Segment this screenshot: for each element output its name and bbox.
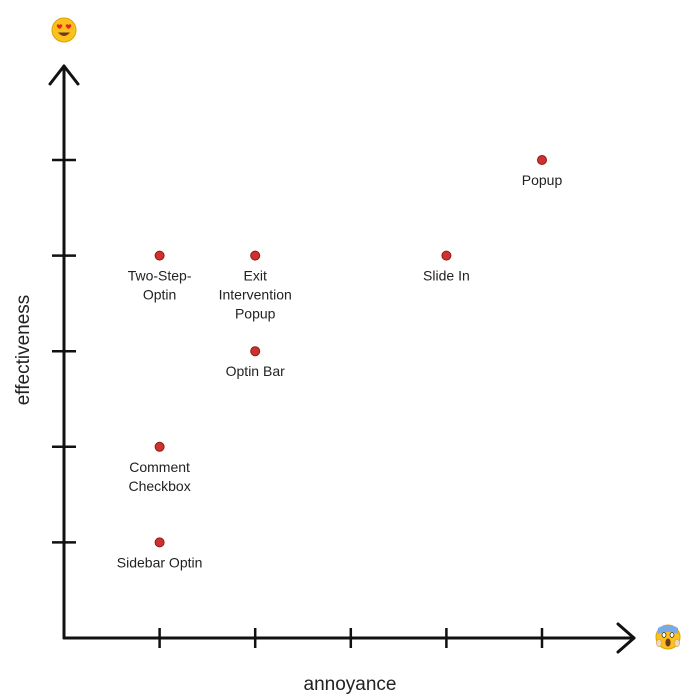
data-point [154, 441, 165, 452]
data-point-label: Comment Checkbox [128, 459, 190, 494]
y-axis-title: effectiveness [13, 295, 34, 406]
data-point-group: Optin Bar [226, 346, 285, 379]
heart-eyes-face-icon [51, 17, 77, 43]
data-point [537, 155, 547, 165]
data-point [154, 250, 165, 261]
data-point-label: Slide In [423, 268, 470, 284]
data-point-label: Two-Step-Optin [128, 268, 192, 303]
data-point-label: Optin Bar [226, 363, 285, 379]
data-point-label: Popup [522, 172, 563, 188]
data-point-label: Exit Intervention Popup [219, 268, 292, 322]
data-point [154, 537, 165, 548]
data-point-group: Exit Intervention Popup [219, 250, 292, 322]
data-point [250, 250, 261, 261]
data-point-group: Slide In [423, 250, 470, 284]
x-axis-title: annoyance [304, 674, 397, 695]
data-points: Sidebar Optin Comment Checkbox Two-Step-Opt… [117, 155, 563, 570]
data-point-group: Popup [522, 155, 563, 188]
data-point-group: Sidebar Optin [117, 537, 203, 570]
screaming-face-icon [655, 624, 681, 650]
data-point-group: Two-Step-Optin [128, 250, 192, 303]
x-axis-arrowhead [616, 622, 636, 654]
data-point [441, 250, 452, 261]
axis-ticks [52, 158, 544, 648]
data-point-group: Comment Checkbox [128, 441, 191, 494]
data-point-label: Sidebar Optin [117, 554, 203, 570]
data-point [250, 346, 261, 357]
y-axis-arrowhead [48, 64, 80, 86]
